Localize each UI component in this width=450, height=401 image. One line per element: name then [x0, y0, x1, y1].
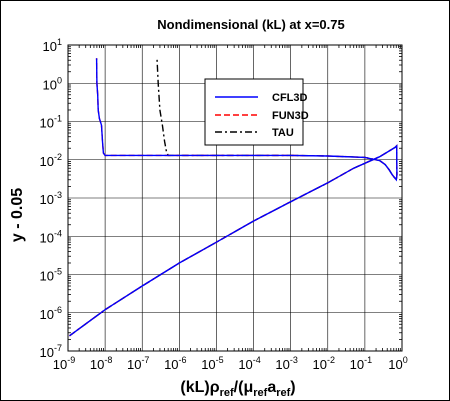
- legend: CFL3D FUN3D TAU: [204, 78, 309, 146]
- x-tick-label: 10-6: [164, 355, 186, 372]
- x-axis-label-close: ): [290, 379, 295, 396]
- x-tick-labels: 10-9 10-8 10-7 10-6 10-5 10-4 10-3 10-2 10-1 100: [53, 355, 408, 372]
- y-tick-label: 100: [43, 75, 62, 92]
- chart-title: Nondimensional (kL) at x=0.75: [157, 17, 344, 32]
- x-axis-label-rho-sub: ref: [220, 387, 234, 399]
- x-tick-label: 10-4: [238, 355, 260, 372]
- legend-label-fun3d: FUN3D: [272, 110, 309, 122]
- y-tick-label: 10-5: [40, 267, 62, 284]
- x-tick-label: 10-5: [201, 355, 223, 372]
- y-tick-label: 10-7: [40, 343, 62, 360]
- legend-label-cfl3d: CFL3D: [272, 92, 308, 104]
- x-axis-label-a: a: [267, 379, 276, 396]
- x-tick-label: 10-2: [313, 355, 335, 372]
- series-line-cfl3d: [69, 58, 398, 337]
- y-tick-labels: 10-7 10-6 10-5 10-4 10-3 10-2 10-1 100 101: [40, 37, 62, 360]
- x-tick-label: 10-3: [275, 355, 297, 372]
- x-axis-label-rho: ρ: [210, 379, 220, 396]
- legend-label-tau: TAU: [272, 127, 294, 139]
- y-tick-label: 10-6: [40, 305, 62, 322]
- series-layer: [69, 58, 398, 337]
- x-axis-label-main: (kL): [180, 379, 209, 396]
- x-axis-label-mu-sub: ref: [253, 387, 267, 399]
- x-tick-label: 10-8: [90, 355, 112, 372]
- y-axis-label: y - 0.05: [9, 188, 26, 242]
- y-tick-label: 101: [43, 37, 62, 54]
- y-tick-label: 10-4: [40, 228, 62, 245]
- y-tick-label: 10-1: [40, 114, 62, 131]
- legend-box: [204, 78, 304, 146]
- x-tick-label: 10-7: [127, 355, 149, 372]
- x-tick-label: 10-1: [350, 355, 372, 372]
- x-tick-label: 100: [388, 355, 407, 372]
- x-axis-label: (kL)ρref/(μrefaref): [180, 379, 295, 399]
- plot-border: [67, 44, 403, 352]
- y-tick-label: 10-3: [40, 190, 62, 207]
- x-axis-label-mu: μ: [243, 379, 253, 396]
- x-tick-label: 10-9: [53, 355, 75, 372]
- x-axis-label-a-sub: ref: [276, 387, 290, 399]
- ticks: [68, 45, 402, 351]
- x-axis-label-slash: /(: [234, 379, 244, 396]
- y-tick-label: 10-2: [40, 152, 62, 169]
